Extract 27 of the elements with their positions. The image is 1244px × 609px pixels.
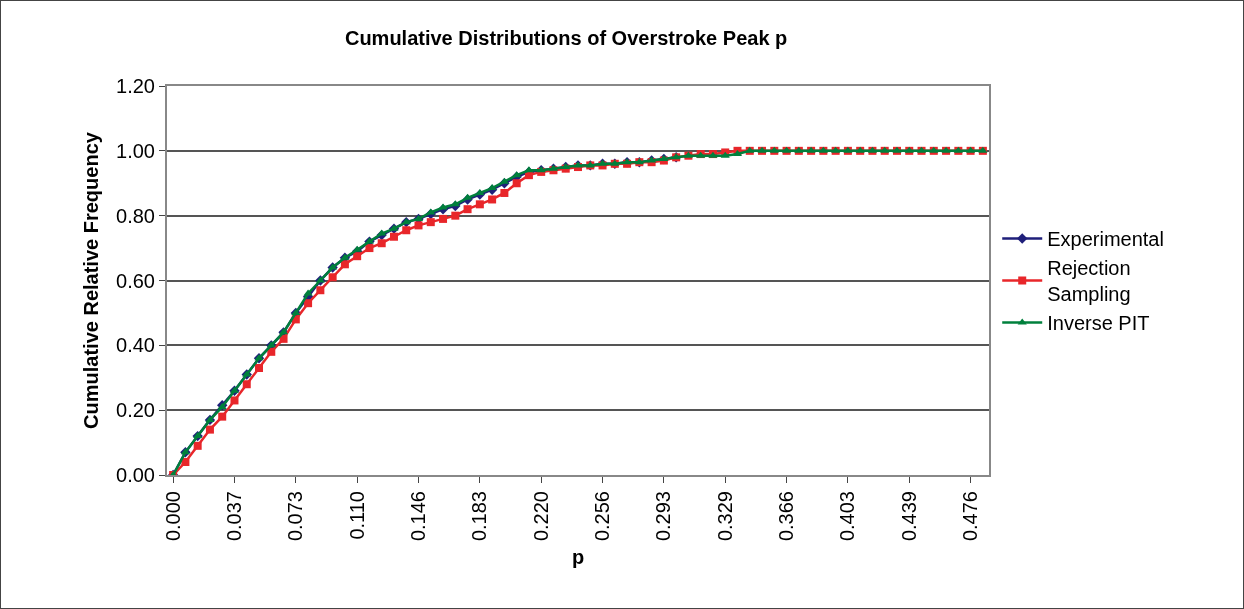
x-tick-label: 0.476 [959,491,982,542]
x-tick-label: 0.000 [161,491,184,542]
x-axis-title: p [571,546,585,569]
x-tick-label: 0.439 [897,491,920,542]
legend-label: Experimental [1047,228,1164,251]
y-tick-label: 1.00 [116,139,155,162]
y-axis-title: Cumulative Relative Frequency [80,131,103,429]
x-tick-label: 0.110 [345,491,368,540]
x-tick-label: 0.220 [529,491,552,542]
x-tick-label: 0.146 [407,491,430,542]
x-tick-label: 0.403 [836,491,859,542]
x-tick-label: 0.366 [775,491,798,542]
x-tick-label: 0.183 [468,491,491,542]
y-tick-label: 0.00 [116,464,155,486]
x-tick-label: 0.256 [591,491,614,542]
legend-label: Inverse PIT [1047,312,1150,335]
legend-label: Rejection Sampling [1047,257,1131,306]
chart-title: Cumulative Distributions of Overstroke Peak p [344,27,788,50]
x-tick-label: 0.293 [652,491,675,542]
y-tick-label: 0.20 [116,399,155,422]
x-tick-label: 0.037 [222,491,245,542]
y-tick-label: 1.20 [116,75,155,97]
x-tick-label: 0.073 [284,491,307,542]
y-tick-label: 0.80 [116,204,155,227]
y-tick-label: 0.60 [116,269,155,292]
y-tick-label: 0.40 [116,334,155,357]
x-tick-label: 0.329 [713,491,736,542]
